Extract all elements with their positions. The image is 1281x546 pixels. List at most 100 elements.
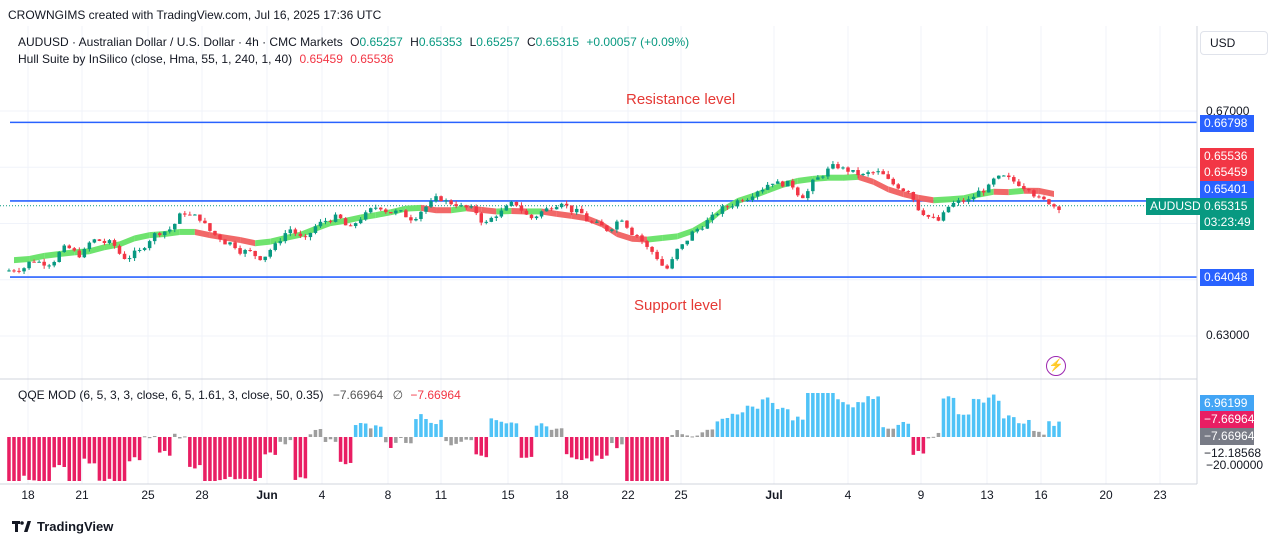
hull-segment (29, 252, 45, 262)
qqe-bar (901, 421, 906, 437)
qqe-bar (238, 437, 242, 479)
candles-layer (7, 161, 1061, 274)
qqe-bar (42, 437, 46, 481)
candle-body (891, 178, 895, 185)
candle-body (258, 256, 262, 261)
change-value: +0.00057 (+0.09%) (586, 35, 690, 49)
hull-segment (59, 249, 75, 258)
qqe-bar (494, 420, 499, 437)
hull-segment (345, 214, 361, 224)
qqe-legend[interactable]: QQE MOD (6, 5, 3, 3, close, 6, 5, 1.61, … (18, 388, 461, 402)
candle-body (650, 246, 654, 252)
hull-segment (420, 204, 437, 214)
qqe-bar (514, 423, 519, 437)
candle-body (590, 221, 594, 223)
qqe-bar (775, 409, 780, 437)
hull-segment (149, 230, 165, 239)
candle-body (122, 253, 127, 260)
hull-segment (601, 221, 617, 237)
candle-body (816, 177, 820, 180)
candle-body (700, 228, 705, 230)
hull-segment (375, 209, 391, 219)
qqe-bar (806, 393, 810, 437)
qqe-bar (826, 393, 830, 437)
candle-body (298, 233, 303, 237)
candle-body (87, 242, 92, 250)
qqe-bar (112, 437, 117, 481)
time-axis-label: Jun (256, 488, 278, 502)
candle-body (971, 196, 976, 200)
qqe-tag-2: −7.66964 (1200, 411, 1254, 428)
qqe-tag-3: −7.66964 (1200, 428, 1254, 445)
qqe-bar (233, 437, 237, 480)
qqe-bar (831, 393, 835, 437)
qqe-bar (630, 437, 634, 481)
candle-body (1007, 175, 1011, 178)
mid-line-tag: 0.65401 (1200, 181, 1254, 198)
qqe-bar (1047, 421, 1051, 437)
candle-body (22, 268, 26, 272)
candle-body (444, 200, 448, 202)
qqe-bar (72, 437, 77, 481)
qqe-bar (353, 425, 358, 437)
qqe-bar (745, 405, 750, 437)
candle-body (1012, 177, 1016, 182)
watermark-text: CROWNGIMS created with TradingView.com, … (8, 8, 382, 22)
qqe-bar (464, 437, 468, 440)
qqe-bar (97, 437, 102, 481)
qqe-bar (27, 437, 31, 480)
candle-body (419, 211, 423, 219)
candle-body (474, 206, 478, 214)
hull-segment (89, 244, 105, 255)
qqe-bar (459, 437, 463, 442)
qqe-bar (429, 422, 433, 437)
candle-body (856, 170, 860, 176)
candle-body (1017, 181, 1021, 187)
time-axis-label: 25 (674, 488, 688, 502)
qqe-bar (424, 419, 428, 437)
candle-body (17, 270, 21, 272)
qqe-bar (695, 435, 700, 437)
candle-body (439, 196, 443, 201)
qqe-bar (866, 396, 870, 437)
candle-body (228, 242, 232, 245)
candle-body (600, 221, 604, 226)
candle-body (811, 179, 815, 192)
candle-body (740, 200, 745, 202)
qqe-bar (655, 437, 659, 481)
qqe-bar (479, 437, 484, 456)
qqe-sym: ∅ (392, 388, 404, 402)
candle-body (705, 220, 710, 229)
candle-body (584, 213, 589, 222)
candle-body (318, 221, 323, 227)
grid-layer (0, 26, 1197, 484)
hull-segment (541, 208, 557, 217)
qqe-bar (816, 393, 820, 437)
qqe-bar (610, 437, 614, 444)
candle-body (288, 229, 293, 234)
candle-body (655, 251, 659, 260)
hull-segment (14, 255, 30, 264)
candle-body (901, 188, 906, 192)
qqe-bar (941, 398, 946, 437)
brand-logo[interactable]: TradingView (12, 519, 113, 534)
hull-segment (948, 195, 964, 203)
candle-body (640, 235, 644, 242)
candle-body (750, 196, 755, 200)
candle-body (806, 191, 810, 199)
hull-legend[interactable]: Hull Suite by InSilico (close, Hma, 55, … (18, 52, 394, 66)
qqe-bar (569, 437, 574, 458)
candle-body (559, 203, 564, 208)
candle-body (152, 233, 157, 242)
qqe-bar (499, 421, 504, 437)
lightning-icon[interactable]: ⚡ (1046, 356, 1066, 376)
qqe-bar (720, 418, 725, 437)
currency-selector[interactable]: USD (1200, 31, 1268, 55)
qqe-bar (193, 437, 197, 469)
qqe-bar (157, 437, 162, 453)
qqe-bar (198, 437, 202, 466)
qqe-bar (811, 393, 815, 437)
candle-body (735, 200, 740, 207)
qqe-bar (127, 437, 132, 462)
